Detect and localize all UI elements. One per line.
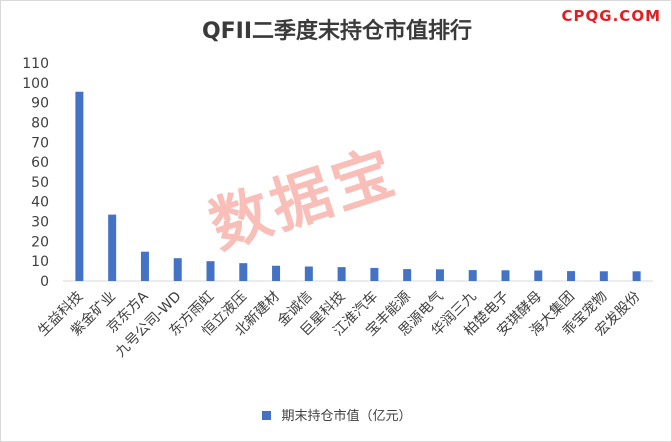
y-tick-label: 50 bbox=[31, 175, 49, 191]
bar bbox=[75, 91, 84, 282]
legend-swatch bbox=[262, 411, 272, 420]
chart-title: QFII二季度末持仓市值排行 bbox=[201, 19, 473, 44]
y-tick-label: 60 bbox=[31, 155, 49, 171]
bar bbox=[468, 270, 477, 281]
y-tick-label: 0 bbox=[40, 274, 49, 290]
bar bbox=[108, 214, 117, 281]
bar bbox=[140, 251, 149, 281]
legend-label: 期末持仓市值（亿元） bbox=[281, 409, 412, 424]
y-tick-label: 90 bbox=[31, 96, 49, 112]
bar bbox=[304, 266, 313, 281]
y-tick-label: 30 bbox=[31, 215, 49, 231]
bar bbox=[239, 263, 248, 281]
y-tick-label: 80 bbox=[31, 115, 49, 131]
y-tick-label: 20 bbox=[31, 234, 49, 250]
bar bbox=[403, 269, 412, 281]
y-tick-label: 40 bbox=[31, 195, 49, 211]
bar bbox=[501, 270, 510, 281]
bar bbox=[206, 261, 215, 281]
y-tick-label: 70 bbox=[31, 135, 49, 151]
bar bbox=[272, 265, 281, 281]
y-tick-label: 100 bbox=[22, 76, 49, 92]
bar bbox=[599, 271, 608, 281]
bar bbox=[567, 271, 576, 281]
bar bbox=[534, 270, 543, 281]
brand-logo: CPQG.COM bbox=[561, 7, 661, 25]
legend: 期末持仓市值（亿元） bbox=[1, 405, 672, 424]
bar bbox=[337, 267, 346, 281]
y-tick-label: 110 bbox=[22, 56, 49, 72]
y-tick-label: 10 bbox=[31, 254, 49, 270]
bar bbox=[370, 267, 379, 281]
bar bbox=[173, 258, 182, 281]
bar bbox=[632, 271, 641, 281]
bar bbox=[435, 269, 444, 281]
